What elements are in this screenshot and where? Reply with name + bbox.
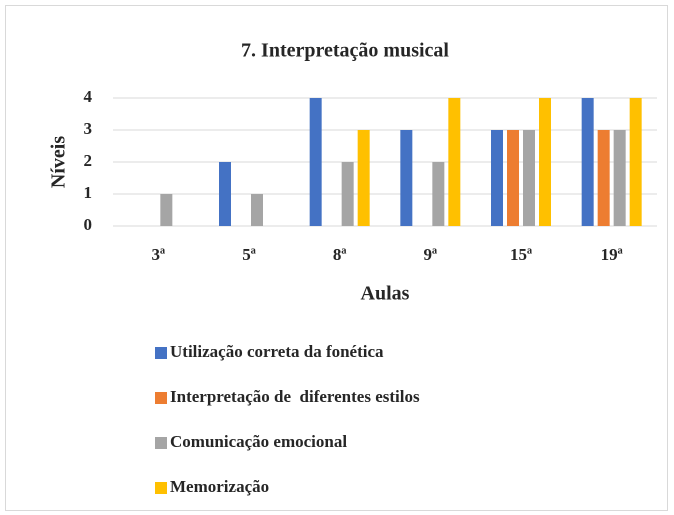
y-axis-label: Níveis [48, 136, 70, 188]
y-tick-label: 4 [84, 87, 93, 106]
x-tick-label: 3ª [152, 245, 166, 264]
legend-swatch [155, 347, 167, 359]
legend-label: Utilização correta da fonética [170, 342, 384, 361]
bar [581, 98, 594, 226]
y-tick-label: 2 [84, 151, 93, 170]
bar [523, 130, 535, 226]
legend-swatch [155, 392, 167, 404]
bar [357, 130, 370, 226]
y-tick-label: 0 [84, 215, 93, 234]
legend-label: Memorização [170, 477, 269, 496]
bar [219, 162, 231, 226]
x-tick-label: 8ª [333, 245, 347, 264]
chart-border [5, 5, 668, 511]
bar [539, 98, 551, 226]
bar [432, 162, 445, 226]
legend-swatch [155, 482, 167, 494]
bar [597, 130, 610, 226]
bar [613, 130, 626, 226]
x-tick-label: 9ª [424, 245, 438, 264]
y-tick-label: 3 [84, 119, 93, 138]
bar [251, 194, 263, 226]
x-tick-label: 19ª [601, 245, 623, 264]
bar [448, 98, 461, 226]
bar [629, 98, 642, 226]
bar [341, 162, 354, 226]
x-tick-label: 5ª [242, 245, 256, 264]
chart-title: 7. Interpretação musical [241, 40, 449, 62]
legend-label: Interpretação de diferentes estilos [170, 387, 420, 406]
bar [309, 98, 322, 226]
x-tick-label: 15ª [510, 245, 532, 264]
x-axis-label: Aulas [361, 283, 410, 305]
bar [491, 130, 503, 226]
y-tick-label: 1 [84, 183, 93, 202]
bar [160, 194, 173, 226]
bar [507, 130, 519, 226]
legend-swatch [155, 437, 167, 449]
legend-label: Comunicação emocional [170, 432, 347, 451]
bar [400, 130, 413, 226]
